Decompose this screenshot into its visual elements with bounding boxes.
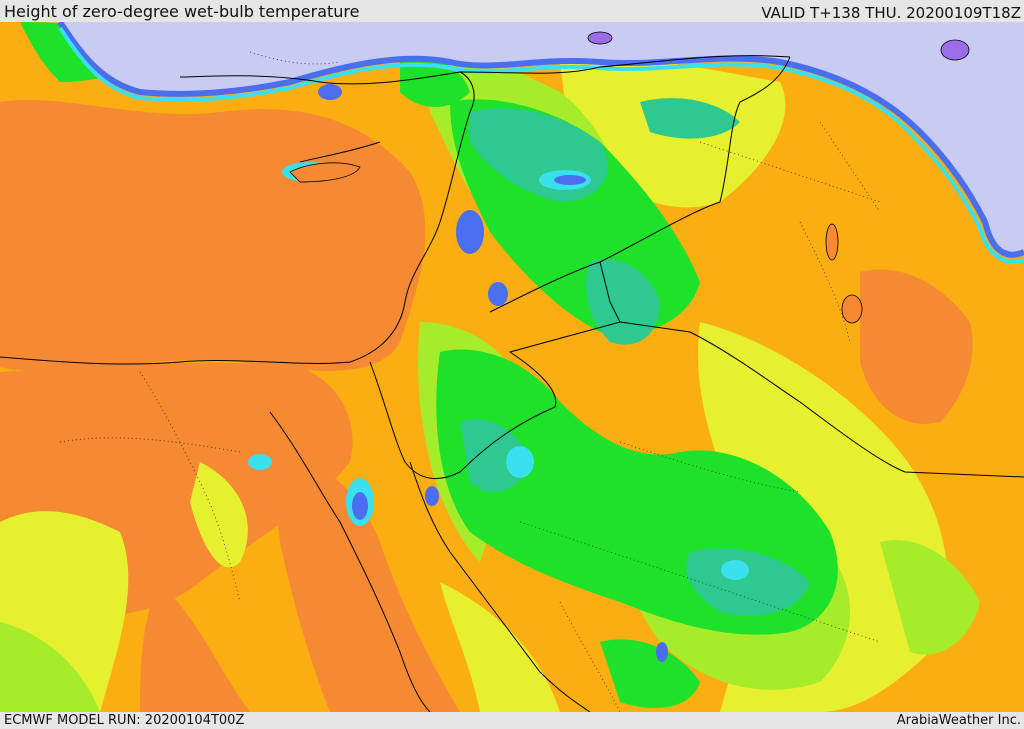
footer-bar: ECMWF MODEL RUN: 20200104T00Z ArabiaWeat…: [0, 712, 1024, 729]
high-zone-edge: [57, 22, 1024, 258]
high-zone-lavender: [60, 22, 1024, 255]
valid-time: VALID T+138 THU. 20200109T18Z: [761, 4, 1021, 22]
country-borders: [0, 55, 1024, 712]
map-title: Height of zero-degree wet-bulb temperatu…: [4, 2, 360, 21]
province-boundaries: [59, 51, 881, 712]
lakes: [587, 31, 970, 61]
blue-zones: [318, 84, 668, 662]
header-bar: Height of zero-degree wet-bulb temperatu…: [0, 0, 1024, 22]
islands: [289, 162, 863, 324]
weather-map[interactable]: [0, 22, 1024, 712]
credit-label: ArabiaWeather Inc.: [896, 713, 1021, 728]
model-run-label: ECMWF MODEL RUN: 20200104T00Z: [4, 713, 245, 728]
high-zone-edge-cyan: [58, 26, 1024, 264]
